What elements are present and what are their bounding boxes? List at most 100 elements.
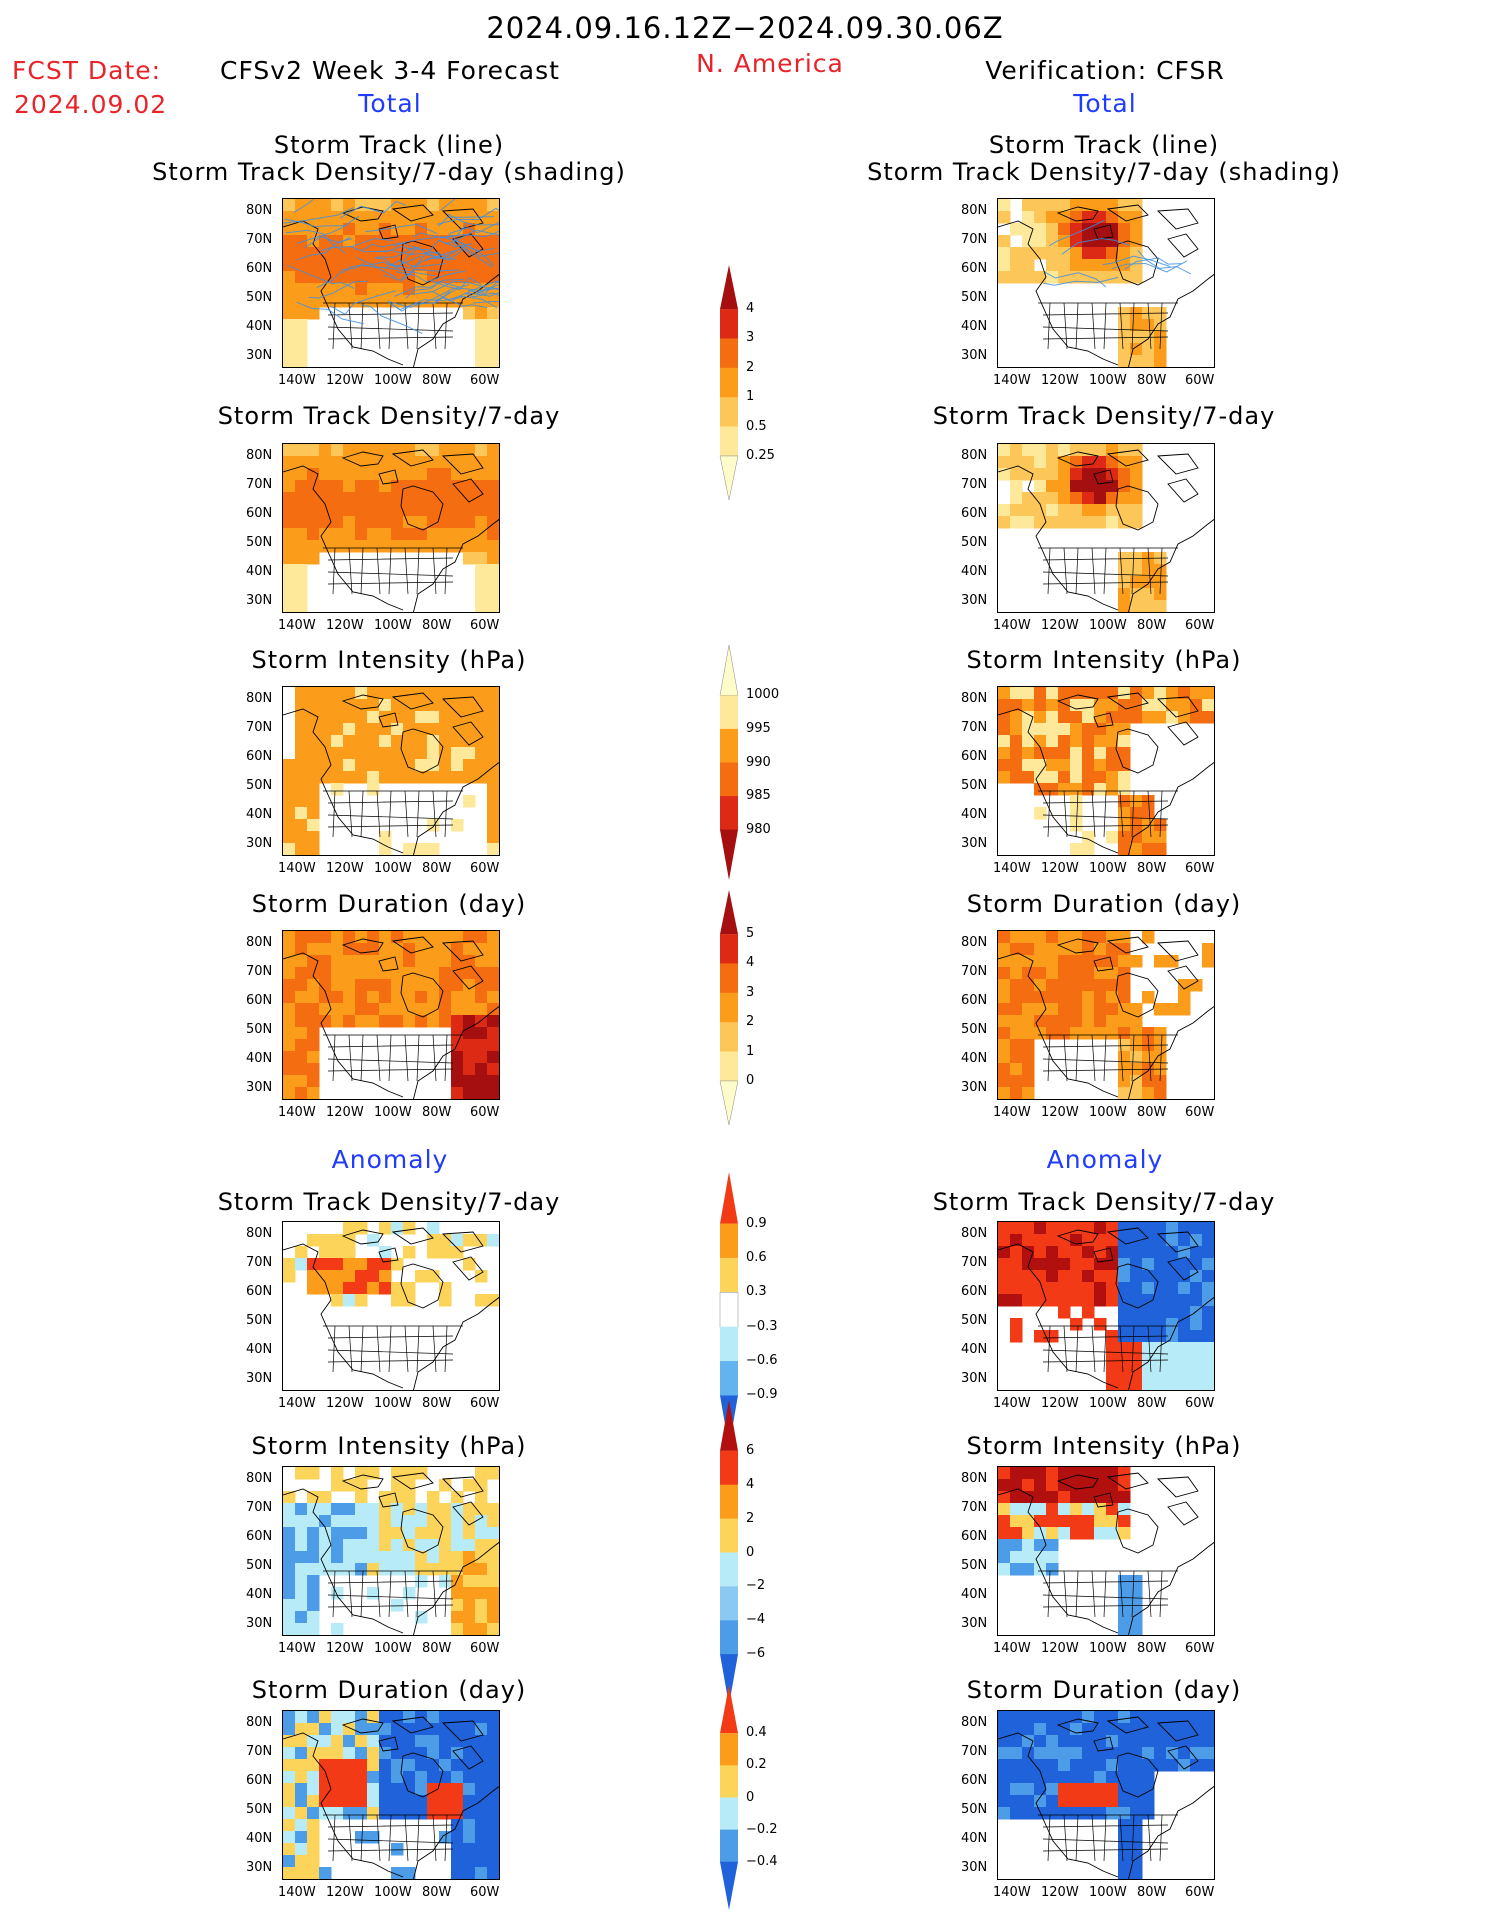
storm-track-line <box>330 290 396 315</box>
field-cell <box>331 1479 344 1492</box>
field-cell <box>307 468 320 481</box>
field-cell <box>1010 1515 1023 1528</box>
field-cell <box>307 831 320 844</box>
field-cell <box>475 367 488 368</box>
field-cell <box>475 1759 488 1772</box>
field-cell <box>1046 735 1059 748</box>
field-cell <box>1058 967 1071 980</box>
panel-title: Storm Track Density/7-day (shading) <box>152 158 626 186</box>
lat-tick-label: 60N <box>961 1529 988 1544</box>
field-cell <box>1094 1270 1107 1283</box>
field-cell <box>343 1771 356 1784</box>
field-cell <box>283 528 296 541</box>
lat-tick-label: 40N <box>246 1051 273 1066</box>
field-cell <box>295 1819 308 1832</box>
field-cell <box>499 480 500 493</box>
field-cell <box>1130 1855 1143 1868</box>
field-cell <box>451 699 464 712</box>
field-cell <box>1202 1306 1214 1319</box>
field-cell <box>1118 1378 1131 1390</box>
field-cell <box>295 1611 308 1624</box>
field-cell <box>1166 1003 1179 1016</box>
field-cell <box>391 492 404 505</box>
field-cell <box>1142 1759 1155 1772</box>
field-cell <box>1214 1318 1215 1331</box>
field-cell <box>487 504 499 517</box>
map-field <box>283 687 499 855</box>
field-cell <box>295 367 308 368</box>
field-cell <box>475 444 488 457</box>
field-cell <box>1106 1294 1119 1307</box>
field-cell <box>1022 1051 1035 1064</box>
lat-tick-label: 50N <box>246 535 273 550</box>
field-cell <box>307 759 320 772</box>
field-cell <box>1106 1282 1119 1295</box>
storm-track-line <box>339 200 407 219</box>
field-cell <box>1118 552 1131 565</box>
field-cell <box>1154 600 1167 612</box>
field-cell <box>475 1599 488 1612</box>
field-cell <box>367 943 380 956</box>
field-cell <box>1214 687 1215 700</box>
field-cell <box>1118 1318 1131 1331</box>
field-cell <box>1070 516 1083 529</box>
field-cell <box>1010 516 1023 529</box>
field-cell <box>355 979 368 992</box>
field-cell <box>415 1003 428 1016</box>
field-cell <box>451 1623 464 1635</box>
field-cell <box>403 711 416 724</box>
field-cell <box>367 1015 380 1028</box>
anomaly-label-right: Anomaly <box>1046 1145 1164 1174</box>
field-cell <box>439 1539 452 1552</box>
field-cell <box>1022 1003 1035 1016</box>
field-cell <box>319 735 332 748</box>
field-cell <box>343 759 356 772</box>
field-cell <box>1070 1491 1083 1504</box>
field-cell <box>475 1771 488 1784</box>
colorbar-tick-label: −4 <box>746 1612 766 1628</box>
lon-tick-label: 120W <box>1041 1396 1079 1411</box>
field-cell <box>391 1843 404 1856</box>
field-cell <box>1010 1270 1023 1283</box>
field-cell <box>307 735 320 748</box>
field-cell <box>998 1039 1011 1052</box>
field-cell <box>487 1234 499 1247</box>
field-cell <box>463 795 476 808</box>
field-cell <box>1154 1246 1167 1259</box>
field-cell <box>475 723 488 736</box>
field-cell <box>1010 991 1023 1004</box>
field-cell <box>1190 1294 1203 1307</box>
field-cell <box>475 1879 488 1880</box>
field-cell <box>463 1623 476 1635</box>
field-cell <box>1010 1039 1023 1052</box>
field-cell <box>475 1051 488 1064</box>
field-cell <box>1142 319 1155 332</box>
field-cell <box>1094 456 1107 469</box>
colorbar-segment <box>720 1552 738 1587</box>
field-cell <box>331 1783 344 1796</box>
coastline <box>283 1227 499 1390</box>
field-cell <box>998 1723 1011 1736</box>
field-cell <box>295 504 308 517</box>
field-cell <box>1034 1551 1047 1564</box>
field-cell <box>319 1503 332 1516</box>
field-cell <box>439 492 452 505</box>
lon-tick-label: 140W <box>278 373 316 388</box>
field-cell <box>1094 468 1107 481</box>
field-cell <box>367 1747 380 1760</box>
field-cell <box>1118 783 1131 796</box>
field-cell <box>487 1843 499 1856</box>
map-field <box>998 444 1214 612</box>
field-cell <box>475 564 488 577</box>
field-cell <box>1022 1246 1035 1259</box>
field-cell <box>1010 1747 1023 1760</box>
field-cell <box>1010 1795 1023 1808</box>
lon-tick-label: 80W <box>422 618 452 633</box>
field-cell <box>439 1735 452 1748</box>
lon-tick-label: 80W <box>422 1885 452 1900</box>
verification-title: Verification: CFSR <box>985 56 1225 85</box>
field-cell <box>998 735 1011 748</box>
field-cell <box>1130 1783 1143 1796</box>
field-cell <box>1154 955 1167 968</box>
lat-tick-label: 40N <box>246 807 273 822</box>
